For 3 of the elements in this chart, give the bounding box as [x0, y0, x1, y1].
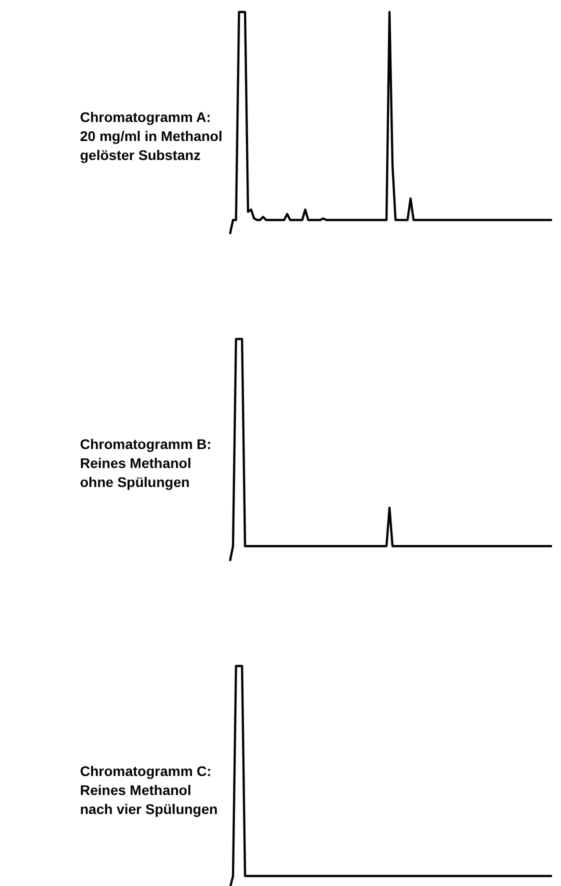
text: Chromatogramm B: Reines Methanol ohne Spülungen	[80, 435, 212, 492]
text: Chromatogramm C: Reines Methanol nach vier Spülungen	[80, 762, 219, 819]
text: Chromatogramm A: 20 mg/ml in Methanol gelöster Substanz	[80, 108, 224, 165]
